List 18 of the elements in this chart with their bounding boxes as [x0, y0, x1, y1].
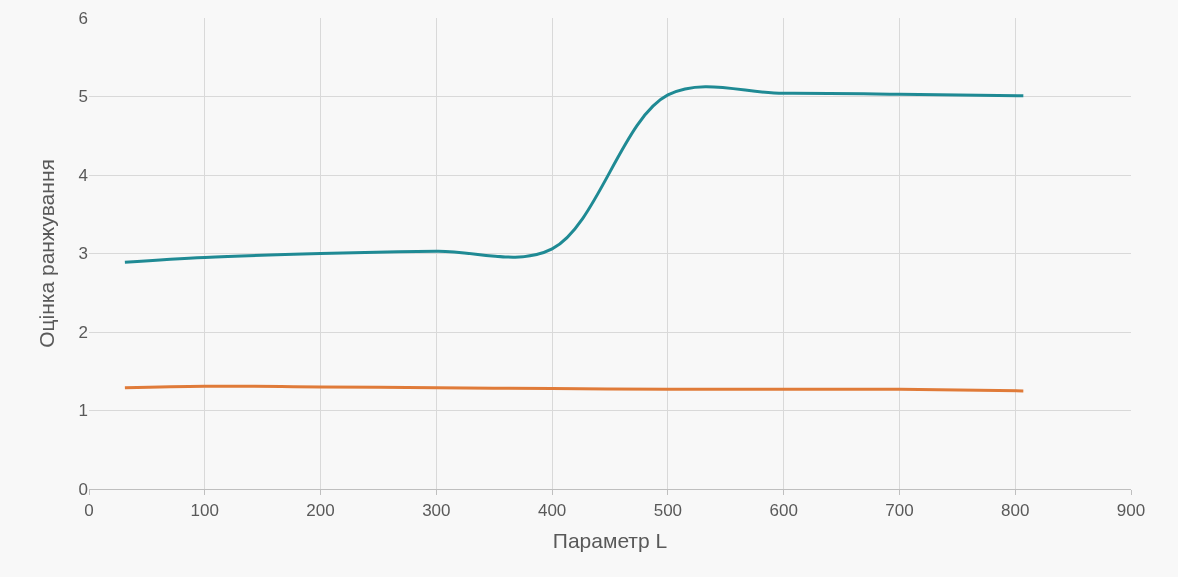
y-tick-label: 6	[78, 8, 88, 28]
x-tick-label: 600	[769, 500, 798, 520]
x-tick-label: 400	[537, 500, 567, 520]
y-tick-label: 0	[78, 479, 88, 499]
y-tick-label: 4	[78, 165, 88, 185]
x-tick-label: 300	[422, 500, 451, 520]
x-tick-label: 800	[1001, 500, 1030, 520]
x-tick-label: 700	[885, 500, 914, 520]
x-axis-title: Параметр L	[552, 528, 668, 552]
x-tick-label: 100	[190, 500, 219, 520]
y-tick-label: 1	[78, 401, 88, 421]
x-tick-label: 500	[653, 500, 683, 520]
y-tick-label: 3	[78, 244, 88, 264]
y-tick-label: 2	[78, 322, 88, 342]
x-tick-label: 900	[1116, 500, 1146, 520]
y-tick-label: 5	[78, 87, 88, 107]
x-tick-label: 200	[306, 500, 335, 520]
y-axis-title: Оцінка ранжування	[34, 159, 58, 348]
